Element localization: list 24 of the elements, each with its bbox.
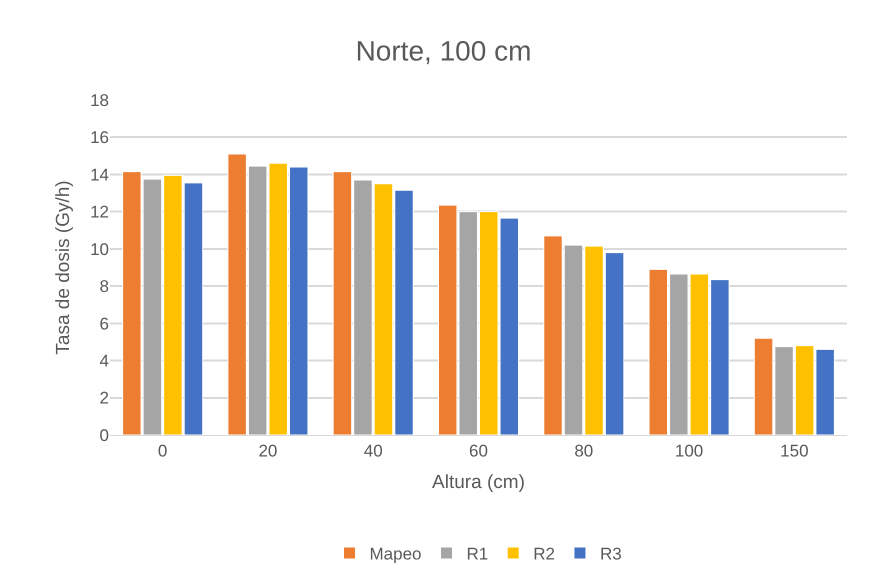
y-tick-label: 6 — [100, 314, 109, 334]
chart-title: Norte, 100 cm — [356, 35, 532, 66]
y-tick-label: 18 — [90, 90, 109, 110]
x-tick-label: 20 — [258, 441, 278, 460]
y-tick-label: 12 — [90, 202, 109, 222]
legend-label: Mapeo — [370, 544, 422, 564]
legend-label: R2 — [533, 544, 555, 564]
x-tick-label: 60 — [469, 441, 488, 460]
y-tick-label: 0 — [100, 426, 109, 445]
x-tick-label: 80 — [574, 441, 594, 460]
y-tick-label: 10 — [90, 240, 109, 259]
x-tick-label: 40 — [364, 441, 383, 460]
legend-label: R1 — [466, 544, 488, 564]
x-tick-label: 100 — [674, 441, 704, 460]
y-tick-label: 8 — [100, 277, 109, 296]
legend-label: R3 — [600, 544, 622, 564]
x-tick-label: 150 — [780, 441, 809, 460]
y-tick-label: 16 — [90, 128, 109, 148]
y-tick-label: 4 — [100, 352, 109, 371]
y-tick-label: 2 — [100, 388, 109, 408]
y-axis-title: Tasa de dosis (Gy/h) — [52, 180, 74, 355]
y-tick-label: 14 — [90, 165, 109, 184]
x-tick-label: 0 — [158, 441, 168, 460]
x-axis-title: Altura (cm) — [432, 472, 525, 494]
